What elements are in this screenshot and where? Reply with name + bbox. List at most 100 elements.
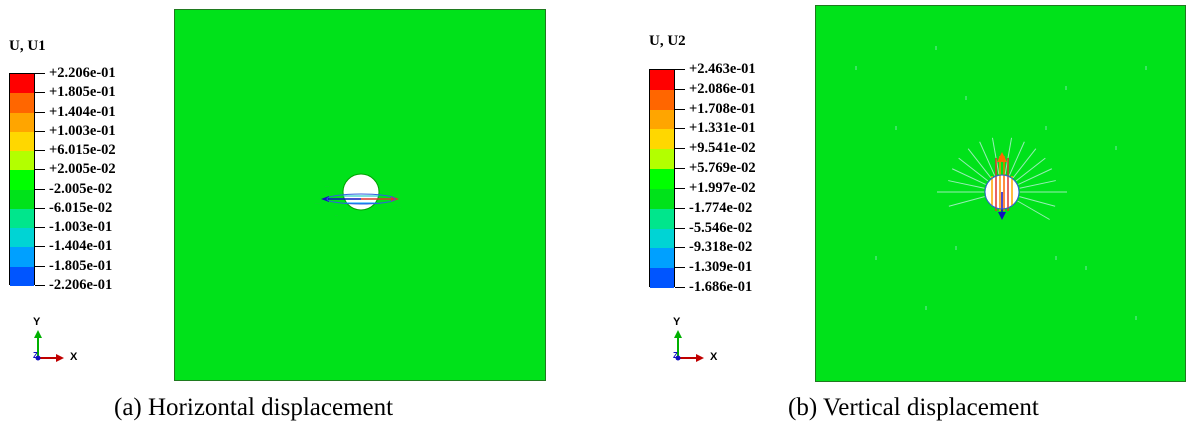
legend-swatch	[650, 109, 674, 130]
legend-tick	[675, 69, 685, 70]
legend-swatch	[650, 248, 674, 269]
legend-swatch	[10, 93, 34, 113]
legend-row: -1.805e-01	[35, 257, 195, 274]
legend-value: -2.005e-02	[49, 180, 113, 197]
displacement-ray	[948, 180, 985, 189]
legend-row: -1.404e-01	[35, 238, 195, 254]
contour-plot-u2	[815, 5, 1186, 382]
displacement-ray	[948, 196, 985, 207]
legend-tick	[675, 108, 685, 110]
legend-value: +2.206e-01	[49, 65, 116, 81]
displacement-ray	[1017, 200, 1050, 220]
legend-row: +2.005e-02	[35, 161, 195, 178]
axis-y-label: Y	[673, 316, 681, 328]
legend-row: +2.086e-01	[675, 80, 835, 97]
legend-tick	[35, 130, 45, 132]
legend-value: +1.331e-01	[689, 120, 756, 137]
legend-value: +1.997e-02	[689, 179, 756, 196]
legend-value: -1.805e-01	[49, 257, 113, 274]
figure-caption: (b) Vertical displacement	[788, 394, 1039, 421]
contour-field-u1	[315, 173, 401, 216]
displacement-ray	[1019, 180, 1056, 189]
legend-row: +1.997e-02	[675, 179, 835, 196]
legend-swatch	[10, 151, 34, 171]
legend-row: -1.686e-01	[675, 279, 835, 295]
legend-row: +1.708e-01	[675, 101, 835, 117]
legend-row: -6.015e-02	[35, 200, 195, 216]
axis-triad: Y X Z	[670, 316, 730, 366]
legend-row: -1.309e-01	[675, 259, 835, 276]
axis-triad-icon	[674, 330, 704, 362]
contour-plot-u1	[174, 9, 546, 381]
legend-value: -2.206e-01	[49, 277, 113, 293]
axis-x-label: X	[710, 351, 718, 363]
legend-swatch	[10, 74, 34, 94]
legend-tick	[35, 265, 45, 267]
contour-field-u2	[855, 46, 1147, 320]
figure-caption: (a) Horizontal displacement	[114, 394, 394, 421]
panel-vertical-displacement: U, U2 +2.463e-01 +2.086e-01 +1.708e-01 +1.3…	[593, 0, 1186, 436]
legend-swatch	[10, 112, 34, 132]
displacement-ray	[979, 141, 996, 176]
legend-swatch	[650, 129, 674, 150]
legend-swatch	[650, 228, 674, 249]
legend-value: +2.463e-01	[689, 61, 756, 77]
legend-value: +1.404e-01	[49, 103, 116, 120]
legend-swatch	[10, 208, 34, 229]
legend-tick	[35, 169, 45, 171]
legend-row: +6.015e-02	[35, 142, 195, 158]
legend-value: -1.003e-01	[49, 219, 113, 236]
axis-z-label: Z	[673, 351, 678, 360]
legend-row: -5.546e-02	[675, 219, 835, 236]
legend-swatch	[650, 188, 674, 209]
displacement-ray	[1015, 157, 1046, 182]
legend-color-bar	[649, 69, 675, 288]
legend-tick	[675, 227, 685, 229]
displacement-ray	[958, 157, 989, 182]
legend-row: -9.318e-02	[675, 239, 835, 255]
legend-tick	[675, 247, 685, 249]
legend-row: +1.404e-01	[35, 103, 195, 120]
legend-tick	[675, 148, 685, 150]
variable-title: U, U1	[9, 38, 46, 54]
legend-swatch	[10, 170, 34, 190]
legend-tick	[675, 168, 685, 170]
legend-swatch	[650, 268, 674, 288]
legend-tick	[35, 246, 45, 248]
legend-value: +2.086e-01	[689, 80, 756, 97]
legend-value: -1.309e-01	[689, 259, 753, 276]
legend-row: -2.005e-02	[35, 180, 195, 197]
legend-value: +1.805e-01	[49, 84, 116, 101]
legend-value: +9.541e-02	[689, 140, 756, 157]
panel-horizontal-displacement: U, U1 +2.206e-01 +1.805e-01 +1.404e-01 +1.0…	[9, 9, 546, 421]
legend-row: +5.769e-02	[675, 160, 835, 177]
legend-tick	[675, 287, 685, 288]
legend-row: -1.003e-01	[35, 219, 195, 236]
displacement-ray	[991, 137, 1000, 175]
legend-row: +1.805e-01	[35, 84, 195, 101]
legend-swatch	[650, 169, 674, 189]
legend-row: +9.541e-02	[675, 140, 835, 157]
legend-tick	[35, 92, 45, 94]
displacement-ray	[1018, 168, 1053, 185]
legend-tick	[35, 285, 45, 286]
legend-row: +1.003e-01	[35, 123, 195, 139]
legend-tick	[35, 207, 45, 209]
displacement-ray	[1012, 148, 1037, 179]
legend-tick	[675, 187, 685, 189]
legend-tick	[35, 111, 45, 113]
legend-row: -1.774e-02	[675, 200, 835, 216]
legend-tick	[35, 227, 45, 229]
legend-value: +2.005e-02	[49, 161, 116, 178]
legend-value: +5.769e-02	[689, 160, 756, 177]
legend-value: -1.686e-01	[689, 279, 753, 295]
legend-row: +2.206e-01	[35, 65, 195, 81]
legend-tick	[675, 267, 685, 269]
legend-color-bar	[9, 73, 35, 286]
legend-swatch	[10, 247, 34, 267]
displacement-ray	[967, 148, 992, 179]
legend-value: -5.546e-02	[689, 219, 753, 236]
legend-tick	[675, 88, 685, 90]
legend-tick	[675, 207, 685, 209]
axis-x-label: X	[70, 351, 78, 363]
